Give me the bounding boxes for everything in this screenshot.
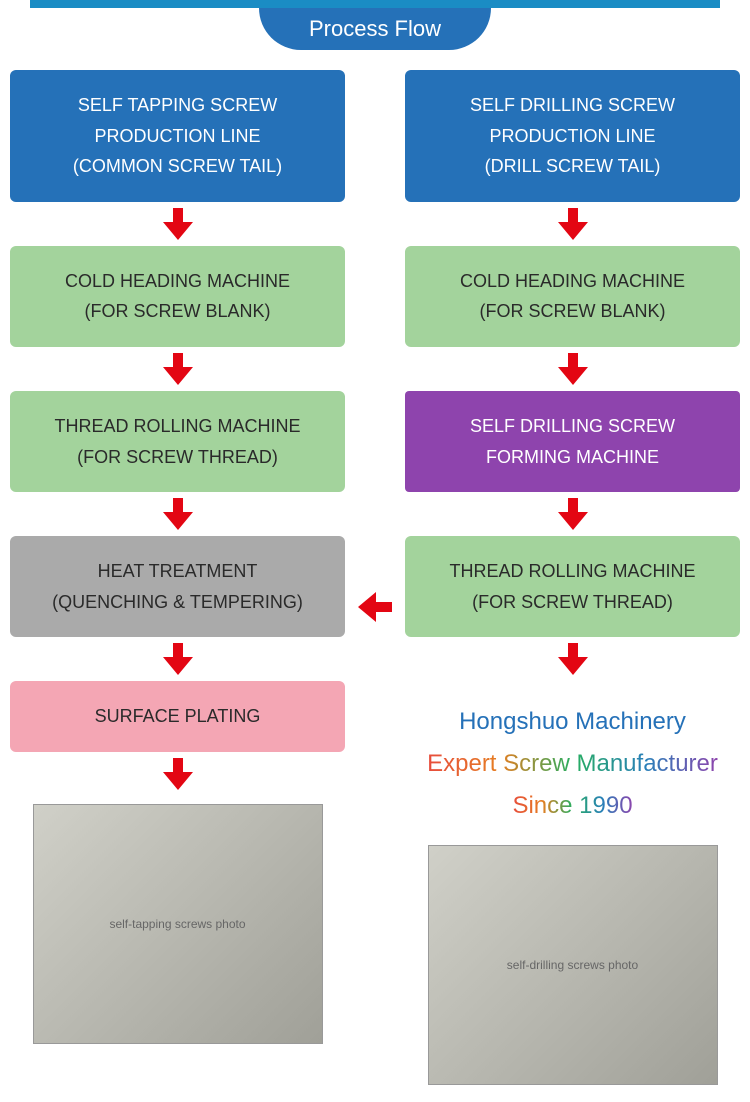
box-line: (DRILL SCREW TAIL) (485, 156, 661, 176)
header-banner: Process Flow (0, 8, 750, 50)
top-bar (30, 0, 720, 8)
box-line: SELF DRILLING SCREW (470, 95, 675, 115)
company-line-1: Hongshuo Machinery (427, 701, 718, 743)
arrow-down-icon (163, 208, 193, 240)
company-line-3: Since 1990 (512, 785, 632, 827)
box-line: THREAD ROLLING MACHINE (449, 561, 695, 581)
arrow-down-icon (558, 353, 588, 385)
right-box-3: SELF DRILLING SCREW FORMING MACHINE (405, 391, 740, 492)
right-box-2: COLD HEADING MACHINE (FOR SCREW BLANK) (405, 246, 740, 347)
box-line: COLD HEADING MACHINE (460, 271, 685, 291)
company-tagline: Hongshuo Machinery Expert Screw Manufact… (427, 701, 718, 827)
company-line-2: Expert Screw Manufacturer (427, 743, 718, 785)
left-box-5: SURFACE PLATING (10, 681, 345, 752)
left-box-2: COLD HEADING MACHINE (FOR SCREW BLANK) (10, 246, 345, 347)
box-line: (FOR SCREW THREAD) (472, 592, 673, 612)
box-line: COLD HEADING MACHINE (65, 271, 290, 291)
box-line: (FOR SCREW THREAD) (77, 447, 278, 467)
arrow-down-icon (558, 208, 588, 240)
box-line: (QUENCHING & TEMPERING) (52, 592, 303, 612)
right-box-4: THREAD ROLLING MACHINE (FOR SCREW THREAD… (405, 536, 740, 637)
photo-label: self-tapping screws photo (109, 917, 245, 931)
arrow-left-icon (358, 592, 392, 627)
right-box-1: SELF DRILLING SCREW PRODUCTION LINE (DRI… (405, 70, 740, 202)
arrow-down-icon (163, 498, 193, 530)
box-line: SELF DRILLING SCREW (470, 416, 675, 436)
left-box-1: SELF TAPPING SCREW PRODUCTION LINE (COMM… (10, 70, 345, 202)
right-product-photo: self-drilling screws photo (428, 845, 718, 1085)
right-column: SELF DRILLING SCREW PRODUCTION LINE (DRI… (405, 70, 740, 1085)
box-line: SURFACE PLATING (95, 706, 261, 726)
box-line: HEAT TREATMENT (98, 561, 258, 581)
left-product-photo: self-tapping screws photo (33, 804, 323, 1044)
arrow-down-icon (163, 353, 193, 385)
box-line: PRODUCTION LINE (489, 126, 655, 146)
flow-columns: SELF TAPPING SCREW PRODUCTION LINE (COMM… (0, 70, 750, 1085)
box-line: (FOR SCREW BLANK) (84, 301, 270, 321)
box-line: (COMMON SCREW TAIL) (73, 156, 282, 176)
arrow-down-icon (558, 498, 588, 530)
arrow-down-icon (558, 643, 588, 675)
left-column: SELF TAPPING SCREW PRODUCTION LINE (COMM… (10, 70, 345, 1085)
left-box-4: HEAT TREATMENT (QUENCHING & TEMPERING) (10, 536, 345, 637)
photo-label: self-drilling screws photo (507, 958, 638, 972)
arrow-down-icon (163, 758, 193, 790)
box-line: PRODUCTION LINE (94, 126, 260, 146)
box-line: FORMING MACHINE (486, 447, 659, 467)
box-line: THREAD ROLLING MACHINE (54, 416, 300, 436)
arrow-down-icon (163, 643, 193, 675)
banner-title: Process Flow (259, 8, 491, 50)
left-box-3: THREAD ROLLING MACHINE (FOR SCREW THREAD… (10, 391, 345, 492)
box-line: SELF TAPPING SCREW (78, 95, 277, 115)
box-line: (FOR SCREW BLANK) (479, 301, 665, 321)
